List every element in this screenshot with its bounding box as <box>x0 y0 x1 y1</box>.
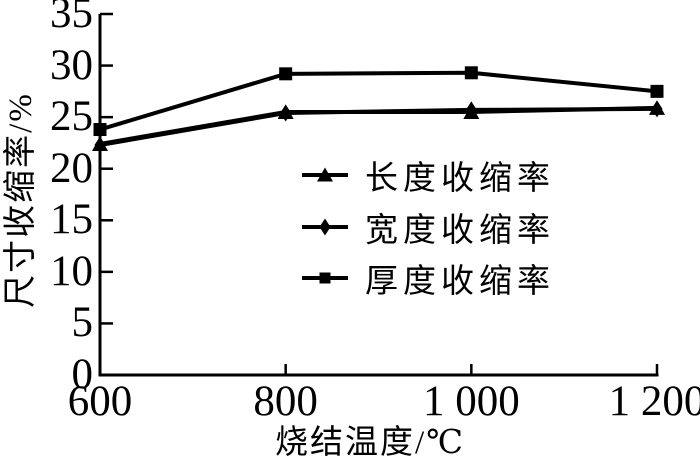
y-tick-label-5: 5 <box>71 299 94 347</box>
y-tick-label-20: 20 <box>50 144 93 192</box>
y-tick-label-35: 35 <box>50 0 93 37</box>
diamond-marker-icon <box>302 218 348 236</box>
y-tick-label-10: 10 <box>50 247 93 295</box>
x-tick-label-600: 600 <box>67 378 133 425</box>
legend-label-thickness: 厚度收缩率 <box>365 264 555 300</box>
series-line-2 <box>99 70 658 132</box>
x-tick-label-1200: 1 200 <box>608 378 700 425</box>
x-axis-title: 烧结温度/℃ <box>274 425 466 461</box>
x-tick-label-1000: 1 000 <box>422 378 520 425</box>
diamond-data-marker <box>280 104 292 122</box>
square-marker-icon <box>302 272 348 284</box>
y-tick-label-0: 0 <box>71 351 94 398</box>
square-data-marker <box>464 66 478 80</box>
y-tick-label-25: 25 <box>50 93 93 141</box>
square-data-marker <box>279 67 293 81</box>
legend-item-width: 宽度收缩率 <box>301 209 555 249</box>
y-tick-label-30: 30 <box>50 41 93 89</box>
square-data-marker <box>650 84 664 98</box>
diamond-data-marker <box>94 136 106 154</box>
legend-label-width: 宽度收缩率 <box>365 213 555 249</box>
diamond-data-marker <box>465 101 477 119</box>
y-tick-label-15: 15 <box>50 196 93 244</box>
legend-item-length: 长度收缩率 <box>301 157 555 197</box>
diamond-data-marker <box>651 100 663 118</box>
triangle-marker-icon <box>302 167 348 182</box>
x-tick-label-800: 800 <box>253 378 318 425</box>
legend-item-thickness: 厚度收缩率 <box>301 260 555 300</box>
series-line-1 <box>99 106 658 147</box>
legend-label-length: 长度收缩率 <box>365 161 555 197</box>
square-data-marker <box>93 123 107 137</box>
